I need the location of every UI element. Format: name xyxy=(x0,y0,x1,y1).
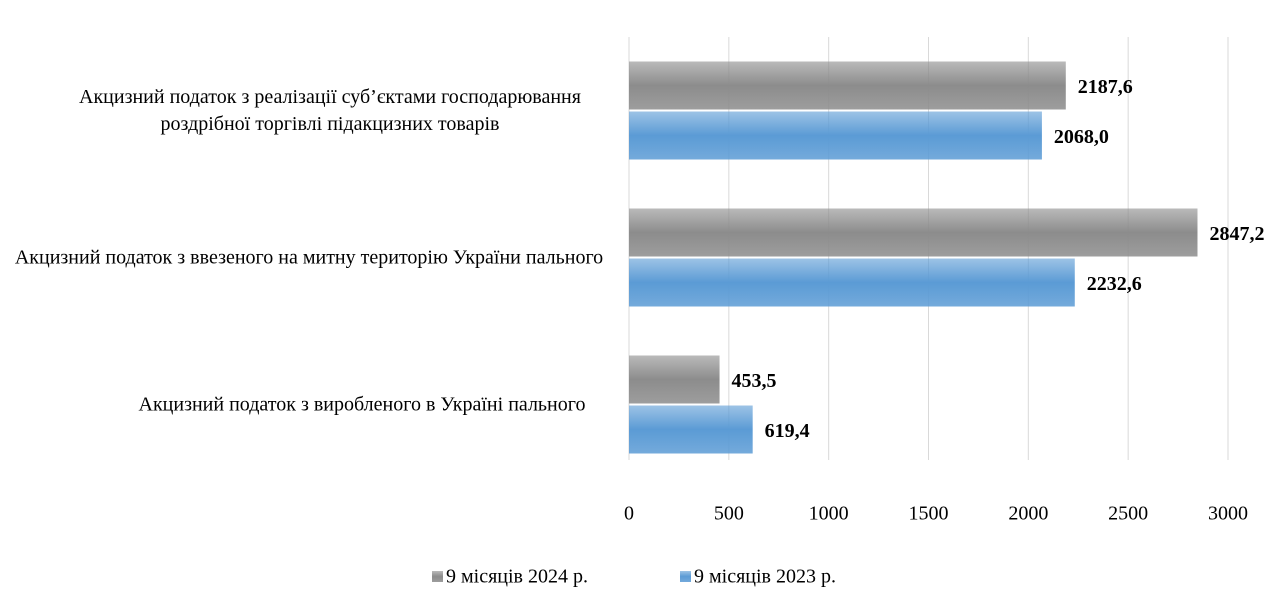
legend-swatch xyxy=(432,571,443,582)
legend-label: 9 місяців 2023 р. xyxy=(694,566,836,588)
bar xyxy=(629,355,720,404)
x-tick-label: 3000 xyxy=(1208,503,1248,525)
x-tick-label: 1500 xyxy=(909,503,949,525)
data-label: 2187,6 xyxy=(1078,76,1133,98)
legend-swatch xyxy=(680,571,691,582)
category-label: Акцизний податок з виробленого в Україні… xyxy=(138,393,586,415)
data-label: 453,5 xyxy=(732,370,777,392)
x-tick-label: 0 xyxy=(624,503,634,525)
x-tick-label: 1000 xyxy=(809,503,849,525)
bar xyxy=(629,258,1075,307)
bar xyxy=(629,61,1066,110)
data-label: 2232,6 xyxy=(1087,273,1142,295)
bar xyxy=(629,405,753,454)
bar xyxy=(629,111,1042,160)
legend-label: 9 місяців 2024 р. xyxy=(446,566,588,588)
category-label: Акцизний податок з ввезеного на митну те… xyxy=(14,246,604,268)
data-label: 2068,0 xyxy=(1054,126,1109,148)
x-tick-label: 2000 xyxy=(1008,503,1048,525)
data-label: 619,4 xyxy=(765,420,810,442)
bar xyxy=(629,208,1198,257)
x-tick-label: 2500 xyxy=(1108,503,1148,525)
data-label: 2847,2 xyxy=(1209,223,1264,245)
x-tick-label: 500 xyxy=(714,503,744,525)
category-label: Акцизний податок з реалізації суб’єктами… xyxy=(79,85,581,135)
